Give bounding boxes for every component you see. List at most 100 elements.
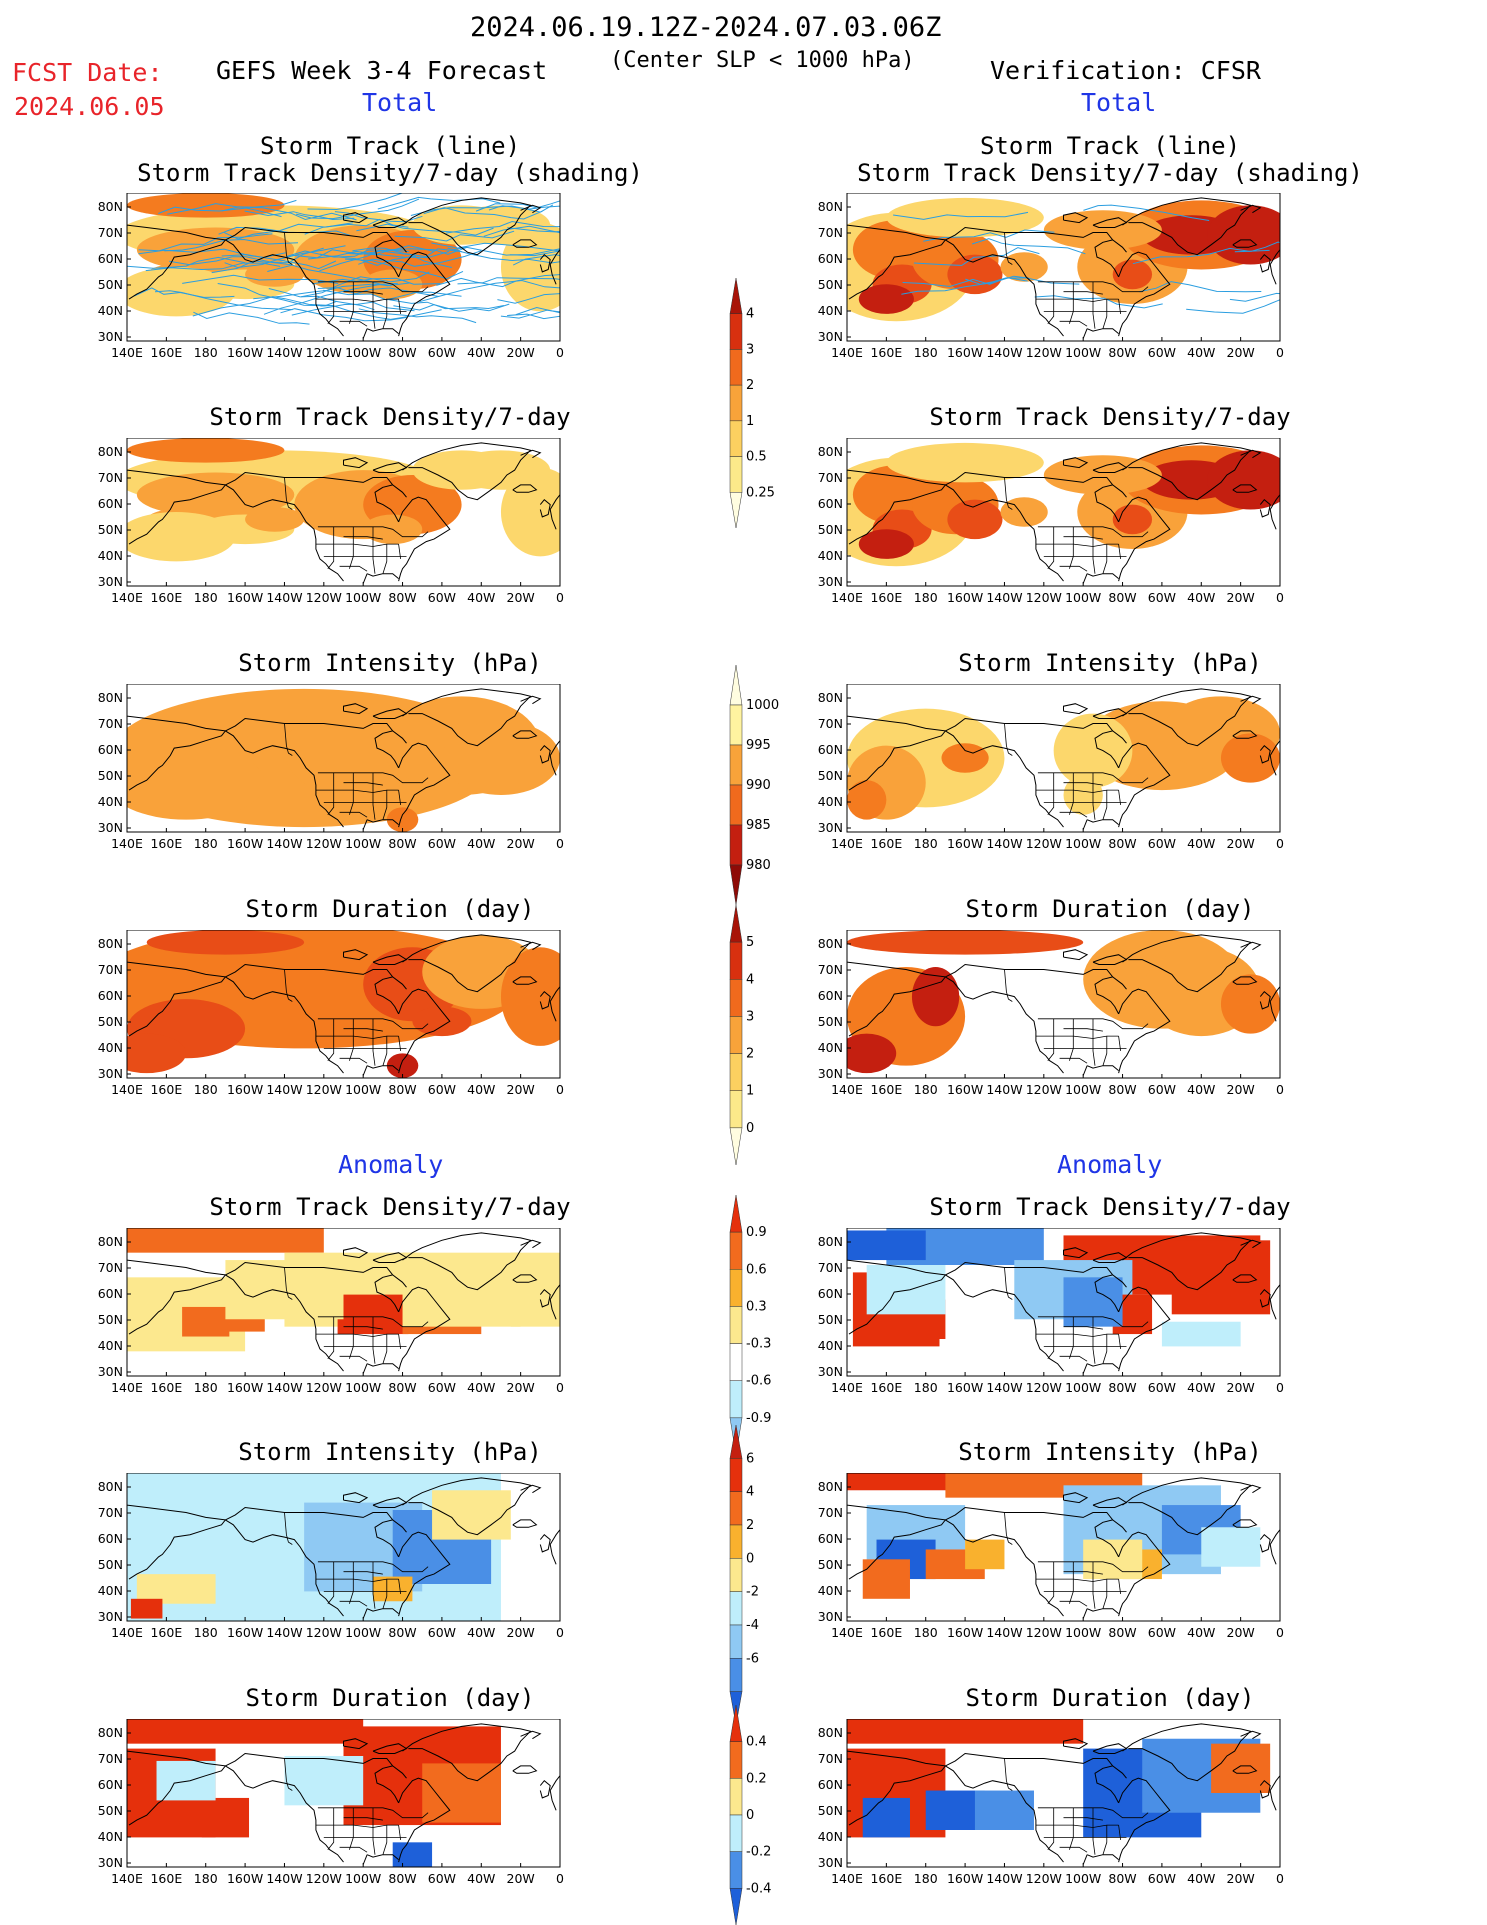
lat-tick-label: 40N bbox=[98, 794, 123, 809]
colorbar-label: -0.9 bbox=[746, 1411, 771, 1426]
lon-tick-label: 180 bbox=[194, 1871, 218, 1886]
map-svg: 140E 160E 180 160W 140W 120W 100W 80W 60W 40W 20W 0… bbox=[818, 438, 1284, 605]
lon-tick-label: 160W bbox=[947, 590, 983, 605]
coastline bbox=[1259, 498, 1271, 518]
left-total-label: Total bbox=[362, 88, 438, 117]
coastline bbox=[225, 717, 407, 744]
lat-tick-label: 60N bbox=[98, 1777, 123, 1792]
coastline bbox=[1086, 819, 1119, 825]
border-line bbox=[398, 1334, 401, 1349]
coastline bbox=[1122, 934, 1252, 993]
border-line bbox=[317, 1316, 429, 1328]
shading-cell bbox=[911, 967, 960, 1027]
lat-tick-label: 30N bbox=[818, 820, 843, 835]
colorbar-swatch bbox=[729, 1741, 743, 1779]
lon-tick-label: 140E bbox=[111, 1871, 143, 1886]
colorbar-label: 3 bbox=[746, 342, 754, 357]
coastline bbox=[945, 976, 1064, 1074]
lon-tick-label: 120W bbox=[306, 590, 342, 605]
right-column-title: Verification: CFSR bbox=[990, 56, 1261, 85]
colorbar-label: 1 bbox=[746, 414, 754, 429]
lat-tick-label: 70N bbox=[818, 225, 843, 240]
coastline bbox=[1118, 1286, 1171, 1372]
lat-tick-label: 70N bbox=[98, 962, 123, 977]
border-line bbox=[315, 1035, 399, 1039]
lon-tick-label: 140W bbox=[986, 1871, 1022, 1886]
coastline bbox=[372, 1252, 408, 1263]
lon-tick-label: 140E bbox=[831, 1380, 863, 1395]
border-line bbox=[1063, 536, 1103, 540]
lat-tick-label: 50N bbox=[818, 277, 843, 292]
coastline bbox=[1063, 1247, 1089, 1259]
coastline bbox=[1092, 217, 1128, 228]
map-frame bbox=[846, 1228, 1281, 1377]
lat-tick-label: 40N bbox=[98, 303, 123, 318]
border-line bbox=[398, 544, 401, 559]
colorbar-swatch bbox=[729, 1306, 743, 1344]
coastline bbox=[1063, 703, 1089, 715]
shading-cell bbox=[862, 1797, 910, 1838]
map-frame bbox=[126, 930, 561, 1079]
coastline bbox=[127, 715, 227, 791]
colorbar-label: 0.5 bbox=[746, 450, 767, 465]
lon-tick-label: 180 bbox=[914, 1625, 938, 1640]
coastline bbox=[1240, 941, 1262, 951]
coastline bbox=[1232, 976, 1258, 985]
coastline bbox=[1259, 253, 1271, 273]
map-frame bbox=[126, 684, 561, 833]
coastline bbox=[1259, 990, 1271, 1010]
title-l1-line1: Storm Track (line) bbox=[259, 132, 521, 160]
border-line bbox=[1059, 320, 1088, 327]
lon-tick-label: 20W bbox=[507, 345, 535, 360]
coastline bbox=[847, 469, 947, 545]
colorbar-swatch bbox=[729, 1888, 743, 1925]
coastline bbox=[366, 328, 399, 334]
lon-tick-label: 160E bbox=[870, 1380, 902, 1395]
lon-tick-label: 140W bbox=[986, 590, 1022, 605]
border-line bbox=[1063, 1326, 1103, 1330]
border-line bbox=[398, 1579, 401, 1594]
colorbar-density: 4 3 2 1 0.5 0.25 bbox=[722, 263, 792, 547]
lon-tick-label: 180 bbox=[914, 590, 938, 605]
colorbar-label: 2 bbox=[746, 1518, 754, 1533]
lon-tick-label: 180 bbox=[194, 345, 218, 360]
coastline bbox=[945, 239, 1064, 337]
border-line bbox=[343, 1817, 383, 1821]
lon-tick-label: 160W bbox=[227, 590, 263, 605]
border-line bbox=[1035, 1035, 1119, 1039]
lon-tick-label: 20W bbox=[1227, 590, 1255, 605]
lat-tick-label: 70N bbox=[818, 1505, 843, 1520]
storm-track-line bbox=[192, 296, 334, 317]
title-r1-line2: Storm Track Density/7-day (shading) bbox=[857, 159, 1363, 187]
lon-tick-label: 100W bbox=[345, 345, 381, 360]
lat-tick-label: 70N bbox=[818, 962, 843, 977]
storm-track-line bbox=[500, 309, 560, 319]
map-svg: 140E 160E 180 160W 140W 120W 100W 80W 60W 40W 20W 0… bbox=[818, 193, 1284, 360]
coastline bbox=[362, 819, 368, 830]
storm-track-line bbox=[307, 193, 404, 211]
coastline bbox=[362, 1608, 368, 1619]
lon-tick-label: 180 bbox=[914, 836, 938, 851]
lat-tick-label: 60N bbox=[818, 742, 843, 757]
coastline bbox=[372, 462, 408, 473]
border-line bbox=[1035, 1333, 1119, 1337]
coastline bbox=[847, 1504, 947, 1580]
border-line bbox=[339, 1846, 368, 1853]
border-line bbox=[1035, 789, 1119, 793]
coastline bbox=[374, 1274, 400, 1313]
map-frame bbox=[126, 1719, 561, 1868]
lat-tick-label: 40N bbox=[818, 794, 843, 809]
storm-track-line bbox=[127, 256, 246, 269]
lon-tick-label: 100W bbox=[1065, 1082, 1101, 1097]
lon-tick-label: 160E bbox=[870, 1625, 902, 1640]
colorbar-label: 6 bbox=[746, 1451, 754, 1466]
storm-track-line bbox=[1234, 241, 1280, 253]
shading-cell bbox=[386, 807, 419, 832]
coastline bbox=[1269, 986, 1280, 1022]
lon-tick-label: 160W bbox=[227, 1380, 263, 1395]
coastline bbox=[1240, 204, 1262, 214]
shading-cell bbox=[146, 930, 305, 955]
colorbar-label: 4 bbox=[746, 307, 754, 322]
coastline bbox=[398, 742, 451, 828]
shading-cell bbox=[386, 1053, 419, 1078]
